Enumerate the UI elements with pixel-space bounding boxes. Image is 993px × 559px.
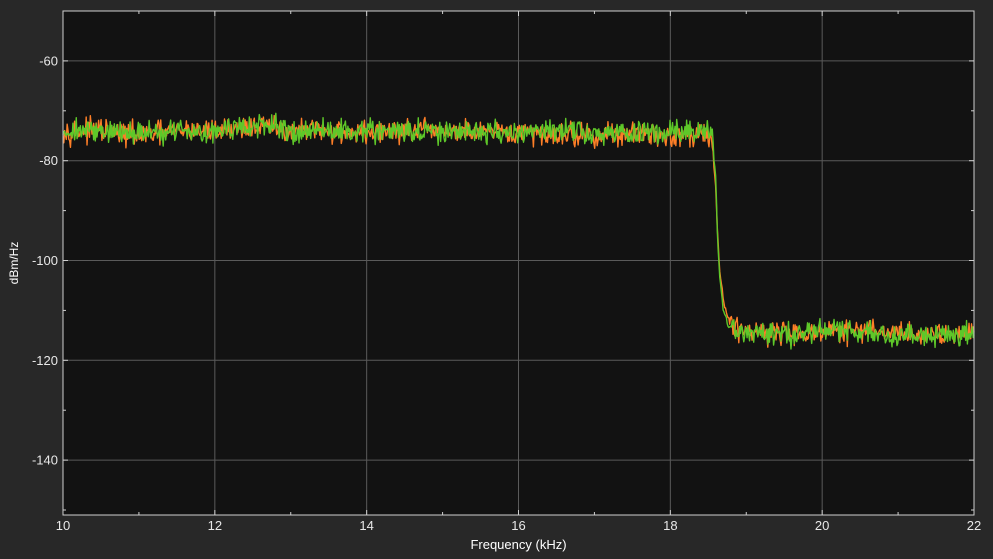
y-tick-label: -140 [32, 453, 58, 468]
x-tick-label: 14 [359, 518, 373, 533]
series-layer [62, 112, 975, 350]
x-tick-label: 12 [208, 518, 222, 533]
x-tick-label: 10 [56, 518, 70, 533]
ticks: 10 12 14 16 18 20 22 -60 -80 -100 -120 -140 [32, 10, 981, 533]
x-tick-label: 20 [815, 518, 829, 533]
x-axis-label: Frequency (kHz) [470, 537, 566, 552]
y-tick-label: -120 [32, 353, 58, 368]
y-tick-label: -80 [39, 153, 58, 168]
y-axis-label: dBm/Hz [7, 242, 21, 285]
x-tick-label: 18 [663, 518, 677, 533]
x-tick-label: 22 [967, 518, 981, 533]
grid [62, 11, 975, 515]
x-tick-label: 16 [511, 518, 525, 533]
y-tick-label: -60 [39, 53, 58, 68]
y-tick-label: -100 [32, 253, 58, 268]
series-line-2 [62, 112, 975, 350]
